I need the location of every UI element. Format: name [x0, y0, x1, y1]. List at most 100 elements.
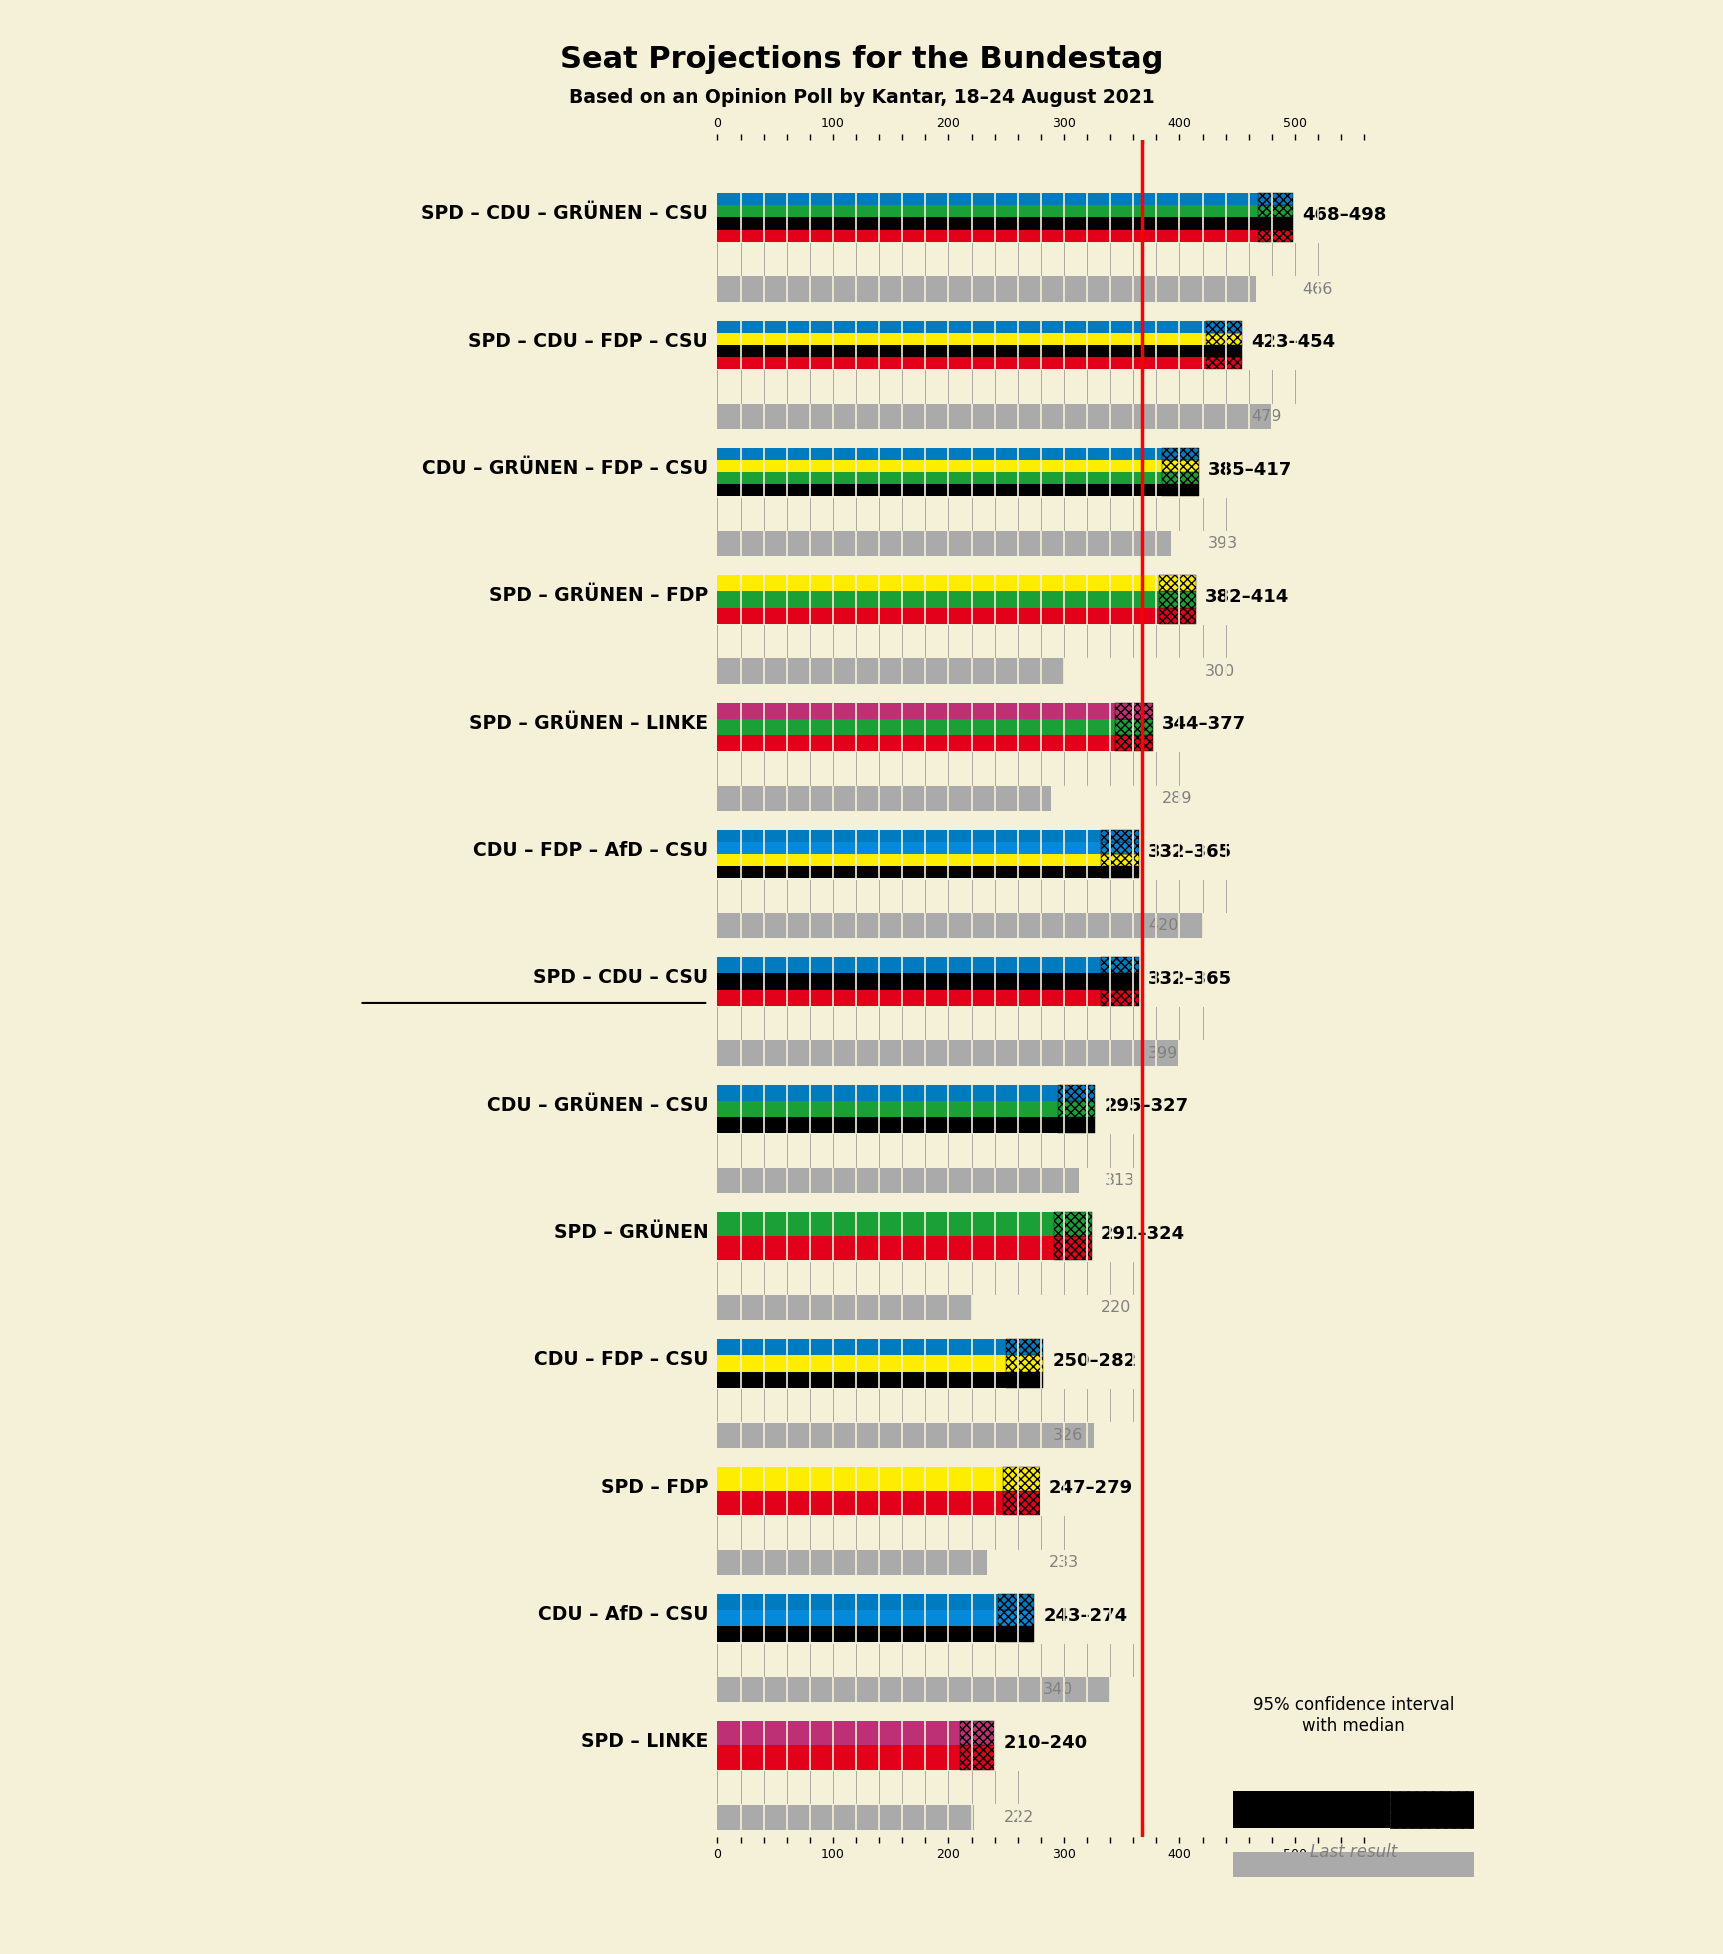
Bar	[717, 1550, 986, 1575]
Bar	[1058, 1084, 1094, 1100]
Bar	[960, 1721, 994, 1745]
Bar	[717, 320, 1206, 332]
Text: 300: 300	[1204, 664, 1234, 678]
Bar	[1258, 229, 1292, 242]
Bar	[717, 989, 1101, 1006]
Bar	[1053, 1211, 1091, 1237]
Text: 399: 399	[1148, 1045, 1179, 1061]
Bar	[1101, 989, 1139, 1006]
Bar	[717, 592, 1158, 608]
Text: SPD – GRÜNEN – FDP: SPD – GRÜNEN – FDP	[489, 586, 708, 606]
Text: 382–414: 382–414	[1204, 588, 1289, 606]
Bar	[717, 447, 1161, 459]
Text: 313: 313	[1104, 1172, 1134, 1188]
Bar	[717, 854, 1101, 866]
Bar	[1232, 1790, 1389, 1829]
Bar	[1389, 1790, 1473, 1829]
Text: 344–377: 344–377	[1161, 715, 1246, 733]
Bar	[717, 276, 1254, 301]
Bar	[1206, 344, 1241, 358]
Text: CDU – GRÜNEN – CSU: CDU – GRÜNEN – CSU	[486, 1096, 708, 1114]
Bar	[1115, 719, 1153, 735]
Bar	[717, 703, 1115, 719]
Bar	[1232, 1852, 1473, 1876]
Bar	[717, 1610, 998, 1626]
Bar	[717, 1211, 1053, 1237]
Bar	[717, 1118, 1058, 1133]
Bar	[717, 404, 1270, 430]
Bar	[717, 229, 1258, 242]
Bar	[717, 574, 1158, 592]
Bar	[717, 1237, 1053, 1260]
Text: 222: 222	[1003, 1809, 1034, 1825]
Bar	[1158, 574, 1194, 592]
Bar	[717, 1100, 1058, 1118]
Bar	[1158, 592, 1194, 608]
Text: Last result: Last result	[1309, 1843, 1396, 1860]
Bar	[717, 1372, 1006, 1387]
Text: 420: 420	[1148, 918, 1179, 934]
Bar	[717, 658, 1063, 684]
Bar	[717, 332, 1206, 344]
Text: 95% confidence interval
with median: 95% confidence interval with median	[1253, 1696, 1452, 1735]
Bar	[1206, 358, 1241, 369]
Text: CDU – GRÜNEN – FDP – CSU: CDU – GRÜNEN – FDP – CSU	[422, 459, 708, 479]
Bar	[1161, 473, 1199, 485]
Text: SPD – CDU – GRÜNEN – CSU: SPD – CDU – GRÜNEN – CSU	[420, 205, 708, 223]
Bar	[1161, 485, 1199, 496]
Bar	[717, 735, 1115, 750]
Bar	[717, 1423, 1094, 1448]
Bar	[717, 1168, 1079, 1194]
Bar	[1206, 320, 1241, 332]
Bar	[1006, 1356, 1042, 1372]
Bar	[1158, 608, 1194, 623]
Bar	[717, 473, 1161, 485]
Bar	[717, 913, 1203, 938]
Text: 291–324: 291–324	[1101, 1225, 1184, 1243]
Bar	[1115, 703, 1153, 719]
Text: 210–240: 210–240	[1003, 1733, 1087, 1753]
Text: 468–498: 468–498	[1301, 205, 1385, 225]
Text: 220: 220	[1101, 1299, 1130, 1315]
Bar	[1006, 1338, 1042, 1356]
Bar	[1258, 217, 1292, 229]
Text: SPD – LINKE: SPD – LINKE	[581, 1733, 708, 1751]
Bar	[717, 459, 1161, 473]
Bar	[998, 1610, 1034, 1626]
Bar	[1206, 332, 1241, 344]
Bar	[1161, 459, 1199, 473]
Bar	[717, 1040, 1177, 1065]
Text: 393: 393	[1208, 535, 1237, 551]
Bar	[998, 1594, 1034, 1610]
Bar	[1003, 1467, 1039, 1491]
Text: 247–279: 247–279	[1048, 1479, 1132, 1497]
Bar	[717, 205, 1258, 217]
Bar	[717, 866, 1101, 879]
Bar	[717, 344, 1206, 358]
Bar	[1058, 1100, 1094, 1118]
Text: SPD – FDP: SPD – FDP	[600, 1477, 708, 1497]
Bar	[1101, 854, 1139, 866]
Bar	[1161, 447, 1199, 459]
Text: 332–365: 332–365	[1148, 969, 1232, 989]
Text: SPD – GRÜNEN – LINKE: SPD – GRÜNEN – LINKE	[469, 713, 708, 733]
Bar	[1101, 866, 1139, 879]
Bar	[1003, 1491, 1039, 1514]
Bar	[717, 842, 1101, 854]
Bar	[717, 957, 1101, 973]
Bar	[1101, 842, 1139, 854]
Bar	[717, 973, 1101, 989]
Text: 295–327: 295–327	[1104, 1098, 1187, 1116]
Bar	[717, 786, 1051, 811]
Text: Seat Projections for the Bundestag: Seat Projections for the Bundestag	[560, 45, 1163, 74]
Bar	[1053, 1237, 1091, 1260]
Text: Based on an Opinion Poll by Kantar, 18–24 August 2021: Based on an Opinion Poll by Kantar, 18–2…	[569, 88, 1154, 107]
Text: 243–274: 243–274	[1042, 1606, 1127, 1624]
Bar	[717, 1084, 1058, 1100]
Bar	[717, 1467, 1003, 1491]
Bar	[717, 1677, 1110, 1702]
Text: 385–417: 385–417	[1208, 461, 1292, 479]
Bar	[717, 1594, 998, 1610]
Text: 233: 233	[1048, 1555, 1079, 1569]
Bar	[1115, 735, 1153, 750]
